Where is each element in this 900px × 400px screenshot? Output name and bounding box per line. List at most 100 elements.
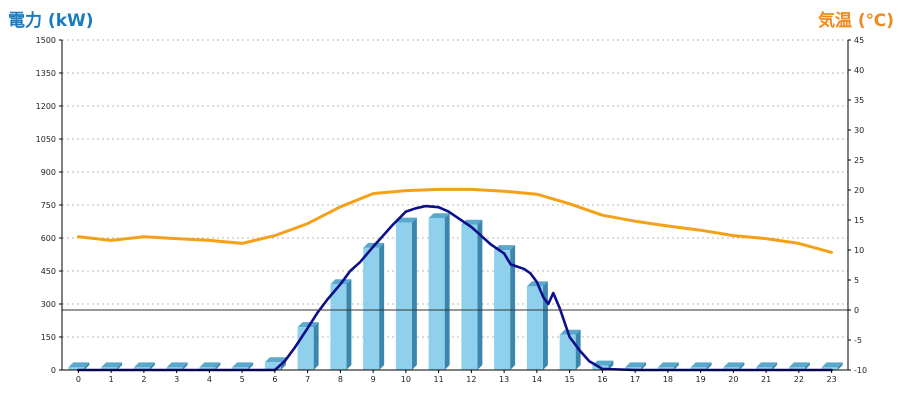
tick-label-left: 1500 (36, 36, 56, 45)
bar-top (756, 362, 778, 368)
tick-label-right: 15 (854, 216, 864, 225)
tick-label-right: -5 (854, 336, 862, 345)
tick-label-x: 4 (207, 375, 212, 384)
bar-side (641, 362, 647, 370)
bar (101, 367, 118, 370)
tick-label-x: 20 (728, 375, 738, 384)
tick-label-x: 9 (371, 375, 376, 384)
bar-side (706, 362, 712, 370)
bar (199, 367, 216, 370)
bar-side (117, 362, 123, 370)
bar (690, 367, 707, 370)
tick-label-left: 1050 (36, 135, 56, 144)
tick-label-right: 30 (854, 126, 864, 135)
tick-label-left: 750 (41, 201, 56, 210)
bar (428, 218, 445, 370)
tick-label-right: 10 (854, 246, 864, 255)
tick-label-x: 21 (761, 375, 771, 384)
bar-side (477, 219, 483, 370)
bar-top (395, 217, 417, 223)
tick-label-x: 16 (597, 375, 607, 384)
bar (232, 367, 249, 370)
bar-top (166, 362, 188, 368)
bar (363, 247, 380, 370)
bar-top (821, 362, 843, 368)
tick-label-left: 450 (41, 267, 56, 276)
bar-side (739, 362, 745, 370)
bar-side (248, 362, 254, 370)
bar (264, 362, 281, 370)
bar-side (215, 362, 221, 370)
tick-label-x: 10 (401, 375, 411, 384)
bar-side (182, 362, 188, 370)
tick-label-x: 15 (565, 375, 575, 384)
tick-label-x: 3 (174, 375, 179, 384)
bar (526, 286, 543, 370)
bar-top (68, 362, 90, 368)
bar-side (346, 279, 352, 370)
tick-label-x: 14 (532, 375, 542, 384)
tick-label-x: 19 (696, 375, 706, 384)
tick-label-x: 2 (141, 375, 146, 384)
tick-label-x: 23 (827, 375, 837, 384)
tick-label-x: 8 (338, 375, 343, 384)
bar (788, 367, 805, 370)
bar-top (625, 362, 647, 368)
bar-side (411, 217, 417, 370)
tick-label-x: 6 (272, 375, 277, 384)
bar-top (101, 362, 123, 368)
bar-top (297, 322, 319, 328)
bar-top (264, 357, 286, 363)
bar (395, 222, 412, 370)
bar-side (510, 245, 516, 370)
tick-label-right: 45 (854, 36, 864, 45)
tick-label-x: 1 (109, 375, 114, 384)
tick-label-x: 22 (794, 375, 804, 384)
tick-label-right: 35 (854, 96, 864, 105)
series-lines (76, 187, 834, 372)
bar-top (232, 362, 254, 368)
bar (723, 367, 740, 370)
tick-label-x: 5 (240, 375, 245, 384)
tick-label-right: -10 (854, 366, 867, 375)
bar-top (592, 360, 614, 366)
temperature-line (76, 187, 834, 254)
tick-label-x: 18 (663, 375, 673, 384)
bar-top (428, 213, 450, 219)
bar (330, 284, 347, 370)
bar-side (444, 213, 450, 370)
bar (657, 367, 674, 370)
bar-top (723, 362, 745, 368)
tick-label-x: 12 (466, 375, 476, 384)
bar (68, 367, 85, 370)
tick-label-left: 150 (41, 333, 56, 342)
bar-top (657, 362, 679, 368)
bar (461, 224, 478, 370)
tick-label-right: 40 (854, 66, 864, 75)
bar (166, 367, 183, 370)
tick-label-x: 11 (434, 375, 444, 384)
bar (559, 334, 576, 370)
y-axis-right-title: 気温 (℃) (817, 11, 894, 31)
bar-top (133, 362, 155, 368)
bar-side (772, 362, 778, 370)
bar-side (608, 360, 614, 370)
tick-label-x: 7 (305, 375, 310, 384)
axes (59, 39, 851, 373)
tick-label-right: 0 (854, 306, 859, 315)
bar-side (804, 362, 810, 370)
tick-label-left: 1350 (36, 69, 56, 78)
bar-top (690, 362, 712, 368)
bar (756, 367, 773, 370)
bar-side (313, 322, 319, 370)
bar (133, 367, 150, 370)
bar (821, 367, 838, 370)
tick-label-right: 20 (854, 186, 864, 195)
tick-label-left: 300 (41, 300, 56, 309)
bar-top (788, 362, 810, 368)
bar-side (379, 242, 385, 370)
bar-side (837, 362, 843, 370)
bar-side (84, 362, 90, 370)
tick-label-left: 1200 (36, 102, 56, 111)
